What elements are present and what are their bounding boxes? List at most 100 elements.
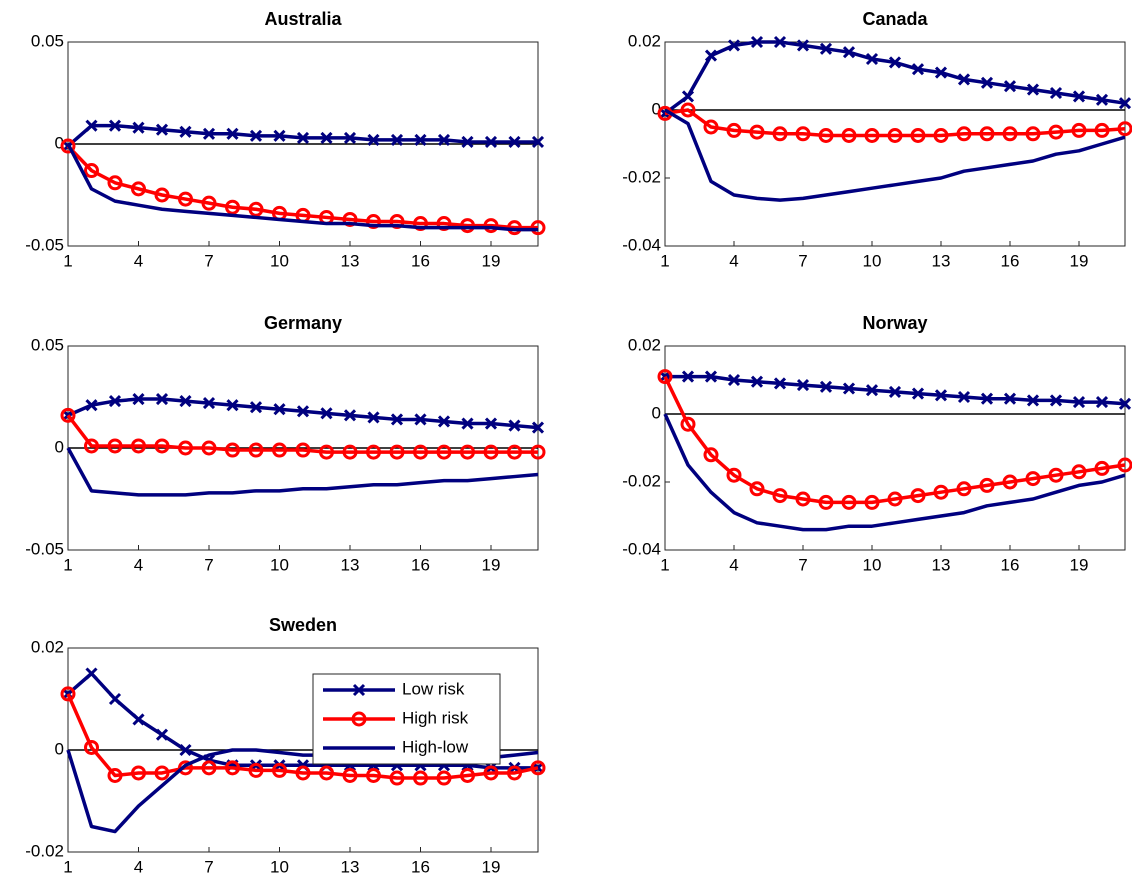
marker <box>1117 457 1132 473</box>
marker <box>414 413 427 426</box>
marker <box>887 128 903 143</box>
marker <box>773 35 787 49</box>
marker <box>841 128 857 143</box>
marker <box>933 128 949 143</box>
marker <box>108 692 122 706</box>
marker <box>179 743 192 757</box>
chart-title: Canada <box>862 9 928 29</box>
marker <box>772 488 788 504</box>
x-tick-label: 4 <box>729 251 738 270</box>
x-tick-label: 4 <box>134 555 143 574</box>
x-tick-label: 7 <box>798 251 807 270</box>
marker <box>248 201 264 217</box>
marker <box>910 488 926 504</box>
marker <box>531 421 545 434</box>
legend-label: Low risk <box>402 679 465 698</box>
marker <box>657 369 673 385</box>
x-tick-label: 19 <box>1070 251 1089 270</box>
marker <box>681 370 695 383</box>
marker <box>796 39 810 52</box>
x-tick-label: 7 <box>204 251 213 270</box>
marker <box>864 128 880 143</box>
marker <box>979 126 995 142</box>
marker <box>1003 392 1017 405</box>
marker <box>483 444 499 460</box>
marker <box>980 392 994 405</box>
marker <box>352 683 366 697</box>
y-tick-label: 0 <box>652 99 661 118</box>
marker <box>842 382 856 395</box>
legend-label: High risk <box>402 708 469 727</box>
marker <box>957 73 971 86</box>
marker <box>413 216 428 232</box>
marker <box>750 375 764 388</box>
marker <box>507 444 522 460</box>
marker <box>179 125 192 138</box>
marker <box>436 216 452 232</box>
marker <box>342 444 358 460</box>
marker <box>84 438 99 454</box>
x-tick-label: 13 <box>932 251 951 270</box>
marker <box>934 389 948 402</box>
marker <box>1072 90 1086 103</box>
marker <box>1094 460 1110 476</box>
marker <box>1071 464 1087 480</box>
y-tick-label: -0.04 <box>622 235 661 254</box>
marker <box>413 770 428 786</box>
marker <box>108 395 122 408</box>
marker <box>507 765 522 781</box>
marker <box>1048 467 1064 483</box>
marker <box>320 131 333 144</box>
marker <box>343 409 357 422</box>
marker <box>888 385 902 398</box>
marker <box>888 56 902 69</box>
marker <box>272 762 287 778</box>
marker <box>367 411 380 424</box>
marker <box>680 102 696 118</box>
marker <box>1048 124 1064 140</box>
marker <box>85 399 98 412</box>
marker <box>202 127 216 140</box>
marker <box>460 218 475 234</box>
marker <box>248 442 264 458</box>
legend: Low risk High risk High-low <box>312 673 501 765</box>
y-tick-label: -0.05 <box>25 235 64 254</box>
series-line <box>66 144 538 230</box>
marker <box>389 770 405 786</box>
y-tick-label: -0.02 <box>622 471 661 490</box>
marker <box>726 122 742 138</box>
marker <box>249 129 263 142</box>
x-tick-label: 19 <box>482 857 501 876</box>
x-tick-label: 1 <box>63 857 72 876</box>
chart-title: Germany <box>264 313 342 333</box>
marker <box>865 384 879 397</box>
series-line <box>663 375 1126 505</box>
marker <box>461 135 474 149</box>
plot-area <box>664 345 1126 551</box>
marker <box>864 494 880 510</box>
marker <box>750 35 764 49</box>
marker <box>1025 471 1041 487</box>
marker <box>342 768 358 783</box>
x-tick-label: 7 <box>204 857 213 876</box>
x-tick-label: 10 <box>270 251 289 270</box>
marker <box>60 138 76 154</box>
x-tick-label: 4 <box>729 555 738 574</box>
marker <box>389 444 405 460</box>
marker <box>933 484 949 500</box>
y-tick-label: 0 <box>55 739 64 758</box>
marker <box>934 66 948 79</box>
y-tick-label: 0 <box>55 133 64 152</box>
marker <box>681 90 695 103</box>
legend-label: High-low <box>402 737 469 756</box>
marker <box>842 46 856 59</box>
marker <box>107 175 123 191</box>
marker <box>749 124 765 140</box>
marker <box>531 135 545 149</box>
y-tick-label: 0.02 <box>628 335 661 354</box>
marker <box>772 126 788 142</box>
marker <box>366 768 381 783</box>
plot-area <box>664 41 1126 247</box>
marker <box>202 397 216 410</box>
x-tick-label: 1 <box>660 251 669 270</box>
